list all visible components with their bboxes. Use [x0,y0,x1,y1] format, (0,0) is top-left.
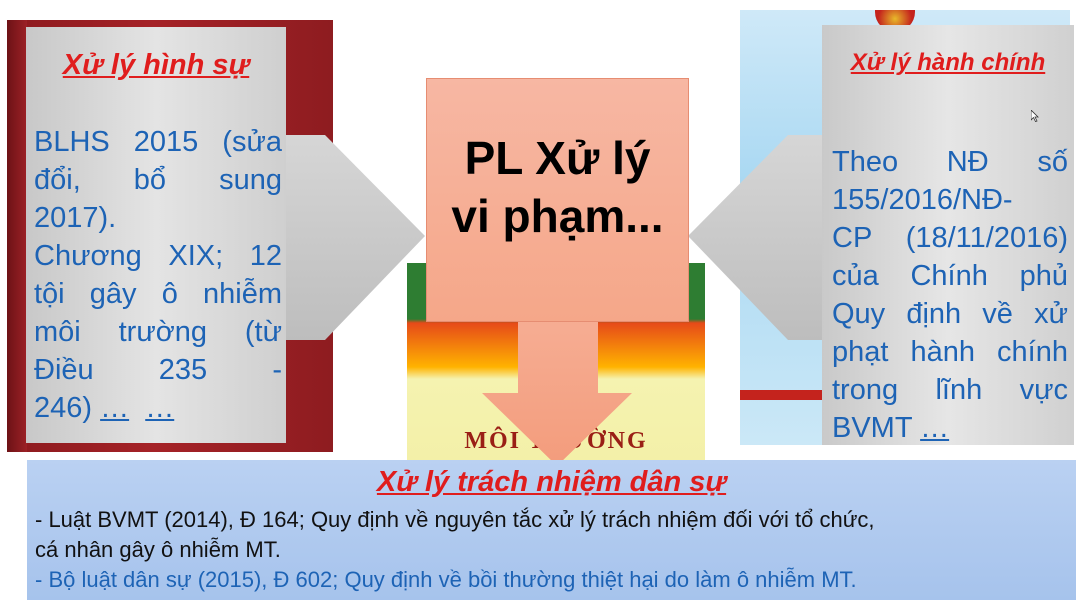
criminal-line: tội gây ô nhiễm [34,278,282,310]
criminal-line: môi trường (từ [34,316,282,348]
civil-title: Xử lý trách nhiệm dân sự [376,466,727,498]
civil-panel: Xử lý trách nhiệm dân sự - Luật BVMT (20… [27,460,1076,600]
book-stripe [740,390,840,400]
administrative-line: trong lĩnh vực [832,374,1068,406]
administrative-line: Quy định về xử [832,298,1068,330]
criminal-line: 246) [34,392,93,424]
center-title-line-1: PL Xử lý [464,132,651,184]
center-box: PL Xử lý vi phạm... [426,78,689,322]
administrative-line: CP (18/11/2016) [832,222,1068,254]
civil-line-1: - Luật BVMT (2014), Đ 164; Quy định về n… [35,507,875,532]
center-title-line-2: vi phạm... [451,190,664,242]
administrative-line: BVMT [832,412,913,444]
administrative-more-link[interactable]: … [920,412,950,444]
criminal-line: BLHS 2015 (sửa [34,126,282,158]
criminal-more-link-1[interactable]: … [100,392,130,424]
criminal-panel: Xử lý hình sự BLHS 2015 (sửa đổi, bổ sun… [26,27,286,443]
administrative-panel: Xử lý hành chính Theo NĐ số 155/2016/NĐ-… [822,25,1074,445]
civil-line-3: - Bộ luật dân sự (2015), Đ 602; Quy định… [35,567,857,592]
arrow-down-icon [482,320,632,466]
arrow-left-icon [688,135,822,340]
mouse-cursor-icon [1031,110,1039,122]
criminal-title: Xử lý hình sự [62,49,250,81]
administrative-line: 155/2016/NĐ- [832,184,1013,216]
criminal-more-link-2[interactable]: … [145,392,175,424]
criminal-body: BLHS 2015 (sửa đổi, bổ sung 2017). Chươn… [34,123,282,427]
criminal-line: đổi, bổ sung [34,164,282,196]
center-title: PL Xử lý vi phạm... [427,129,688,245]
criminal-line-last: 246) … … [34,389,282,427]
criminal-line: Điều 235 - [34,354,282,386]
book-spine [7,20,27,452]
administrative-line: phạt hành chính [832,336,1068,368]
arrow-right-icon [286,135,425,340]
administrative-line: của Chính phủ [832,260,1068,292]
civil-line-2: cá nhân gây ô nhiễm MT. [35,537,281,562]
administrative-title: Xử lý hành chính [850,49,1046,76]
criminal-line: Chương XIX; 12 [34,240,282,272]
criminal-line: 2017). [34,202,117,234]
administrative-line-last: BVMT … [832,409,1068,447]
administrative-line: Theo NĐ số [832,146,1068,178]
administrative-body: Theo NĐ số 155/2016/NĐ- CP (18/11/2016) … [832,143,1068,447]
